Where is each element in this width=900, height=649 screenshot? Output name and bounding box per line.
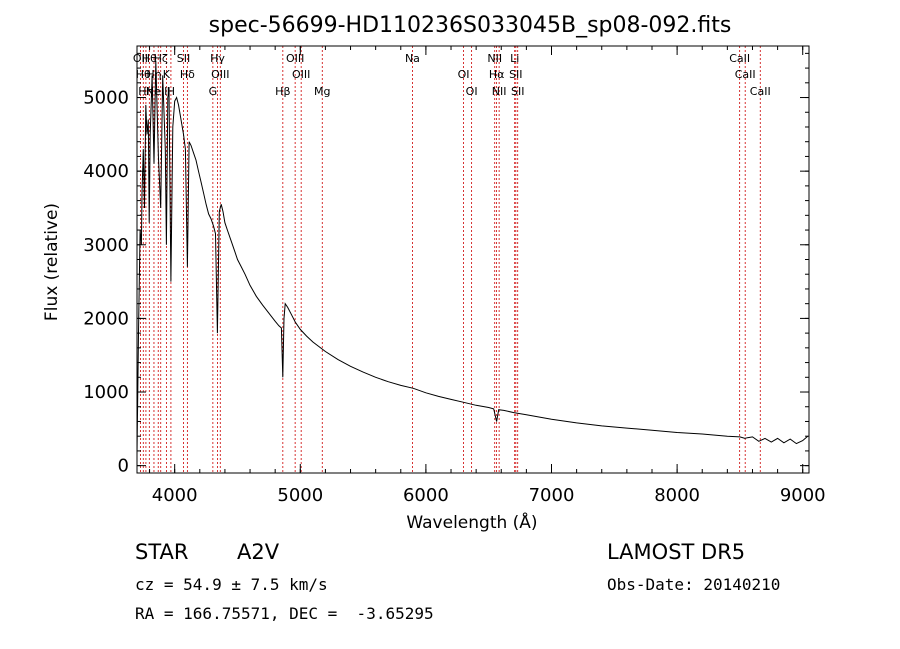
observation-date: Obs-Date: 20140210 [607,575,781,594]
y-tick-label: 3000 [83,235,129,256]
line-marker-label: Hθ [136,68,151,81]
object-type: STAR [135,540,189,564]
line-marker-label: Hβ [275,85,290,98]
x-tick-label: 6000 [403,485,449,506]
line-marker-label: OIII [292,68,310,81]
line-marker-label: OIII [286,52,304,65]
y-axis-ticks: 0 1000 2000 3000 4000 5000 [83,52,809,477]
chart-title: spec-56699-HD110236S033045B_sp08-092.fit… [209,13,732,38]
line-marker-label: Mg [314,85,330,98]
x-tick-label: 8000 [654,485,700,506]
y-tick-label: 0 [118,456,129,477]
spectrum-line [136,60,809,455]
x-tick-label: 9000 [780,485,826,506]
x-tick-label: 7000 [529,485,575,506]
emission-line-labels: OIIHθHηHθHηNeIIIHζKHSIIHδGHγOIIIHβOIIIOI… [133,52,771,98]
line-marker-label: OI [458,68,470,81]
survey-name: LAMOST DR5 [607,540,746,564]
line-marker-label: Hζ [154,52,168,65]
line-marker-label: CaII [729,52,750,65]
line-marker-label: Na [405,52,420,65]
line-marker-label: NII [487,52,502,65]
coordinates-readout: RA = 166.75571, DEC = -3.65295 [135,604,434,623]
line-marker-label: Hγ [210,52,225,65]
spectral-subclass: A2V [237,540,280,564]
line-marker-label: Hη [146,68,161,81]
x-tick-label: 4000 [152,485,198,506]
emission-line-markers [139,46,761,473]
line-marker-label: Hη [138,85,153,98]
line-marker-label: NII [492,85,507,98]
line-marker-label: Hα [489,68,505,81]
line-marker-label: OI [466,85,478,98]
x-axis-ticks: 4000 5000 6000 7000 8000 9000 [149,46,826,506]
line-marker-label: Li [510,52,519,65]
line-marker-label: G [209,85,218,98]
y-axis-label: Flux (relative) [42,203,62,321]
line-marker-label: SII [511,85,524,98]
line-marker-label: CaII [750,85,771,98]
y-tick-label: 4000 [83,161,129,182]
line-marker-label: Hθ [142,52,157,65]
line-marker-label: SII [509,68,522,81]
line-marker-label: H [167,85,175,98]
y-tick-label: 1000 [83,382,129,403]
x-tick-label: 5000 [277,485,323,506]
line-marker-label: K [163,68,171,81]
x-axis-label: Wavelength (Å) [406,511,537,533]
line-marker-label: CaII [735,68,756,81]
line-marker-label: Hδ [180,68,195,81]
y-tick-label: 2000 [83,308,129,329]
line-marker-label: SII [177,52,190,65]
line-marker-label: OIII [211,68,229,81]
y-tick-label: 5000 [83,88,129,109]
redshift-readout: cz = 54.9 ± 7.5 km/s [135,575,328,594]
